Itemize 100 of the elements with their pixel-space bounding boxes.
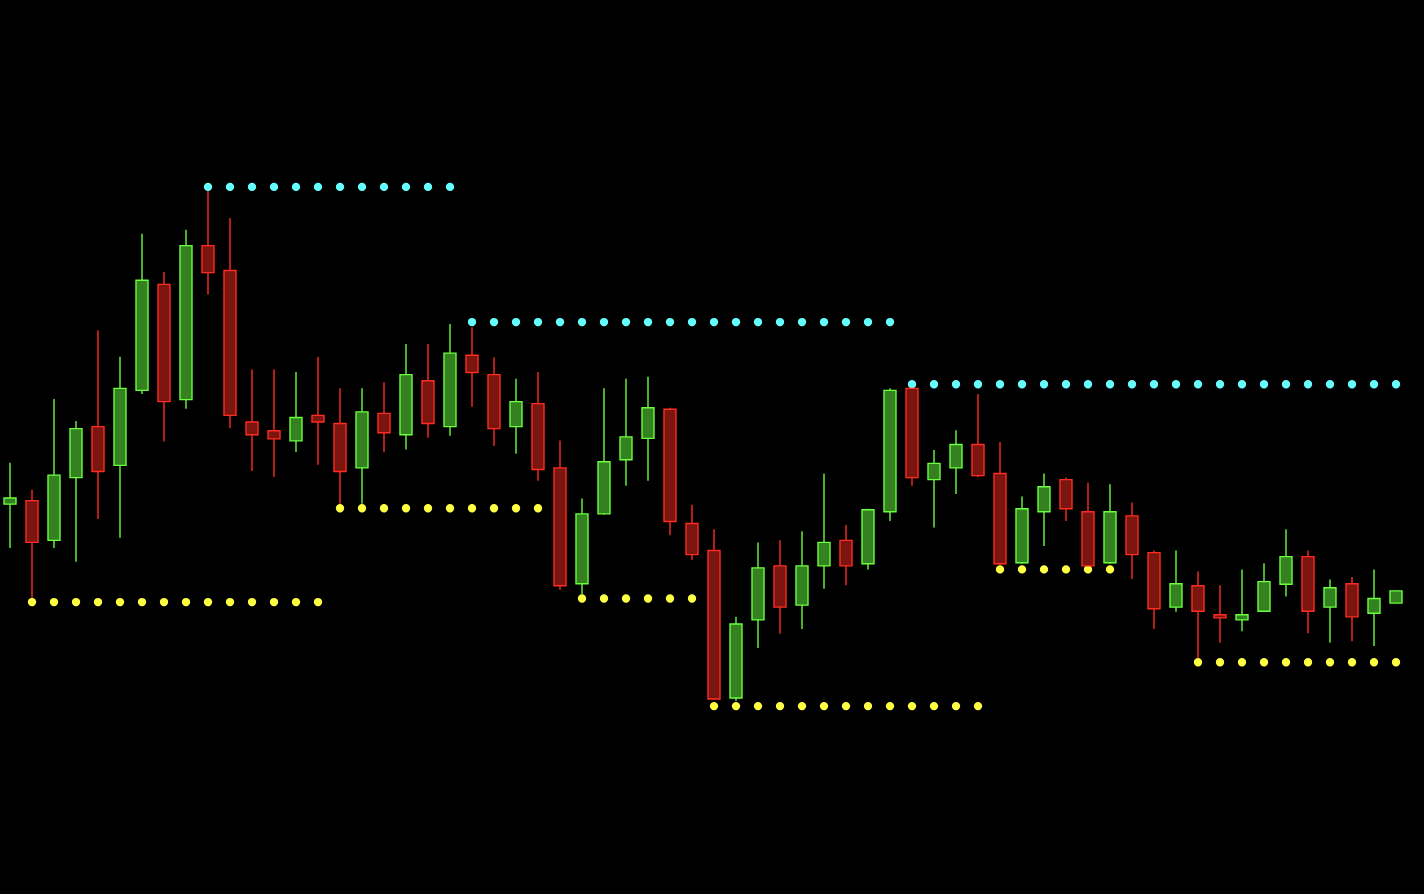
point [313,182,323,192]
point [621,594,631,603]
point [335,182,345,192]
point [313,597,323,607]
point [225,597,235,607]
point [863,317,873,327]
point [907,701,917,711]
point [687,594,697,603]
point [1237,380,1247,389]
point [335,504,345,513]
point [731,317,741,327]
point [1017,380,1027,389]
point [1105,380,1115,389]
point [973,380,983,389]
point [467,317,477,327]
point [819,701,829,711]
point [995,380,1005,389]
point [951,701,961,711]
candlestick [1213,584,1227,644]
point [1303,380,1313,389]
point [357,182,367,192]
point [577,594,587,603]
point [379,182,389,192]
point [27,597,37,607]
candlestick [817,472,831,590]
point [1149,380,1159,389]
point [1105,565,1115,574]
point [1391,380,1401,389]
point [1281,658,1291,667]
point [929,701,939,711]
candlestick [1235,568,1249,632]
point [555,317,565,327]
point [489,317,499,327]
candlestick [1169,549,1183,613]
point [467,504,477,513]
candlestick [245,368,259,472]
point [357,504,367,513]
candlestick [289,371,303,453]
point [1083,380,1093,389]
candlestick [927,449,941,529]
candlestick [619,377,633,487]
point [1303,658,1313,667]
point [1061,380,1071,389]
point [599,317,609,327]
point [775,317,785,327]
point [665,317,675,327]
candlestick [949,429,963,495]
point [181,597,191,607]
point [753,701,763,711]
point [1039,380,1049,389]
point [291,597,301,607]
point [973,701,983,711]
point [401,504,411,513]
point [247,182,257,192]
point [1017,565,1027,574]
point [115,597,125,607]
point [577,317,587,327]
point [753,317,763,327]
point [423,182,433,192]
candlestick [3,462,17,549]
point [995,565,1005,574]
point [533,317,543,327]
point [643,594,653,603]
point [1237,658,1247,667]
point [511,317,521,327]
point [819,317,829,327]
point [423,504,433,513]
point [203,597,213,607]
point [445,182,455,192]
point [885,701,895,711]
point [93,597,103,607]
point [71,597,81,607]
point [49,597,59,607]
candlestick [267,368,281,478]
point [841,701,851,711]
candlestick [1367,568,1381,647]
candlestick [377,381,391,453]
point [1391,658,1401,667]
point [643,317,653,327]
point [907,380,917,389]
point [1215,658,1225,667]
point [1347,658,1357,667]
point [1259,380,1269,389]
point [929,380,939,389]
point [885,317,895,327]
point [269,182,279,192]
point [1039,565,1049,574]
point [621,317,631,327]
point [247,597,257,607]
candlestick [1323,578,1337,644]
point [665,594,675,603]
point [1193,658,1203,667]
point [709,317,719,327]
point [401,182,411,192]
point [511,504,521,513]
point [731,701,741,711]
point [1061,565,1071,574]
point [489,504,499,513]
point [203,182,213,192]
point [1259,658,1269,667]
